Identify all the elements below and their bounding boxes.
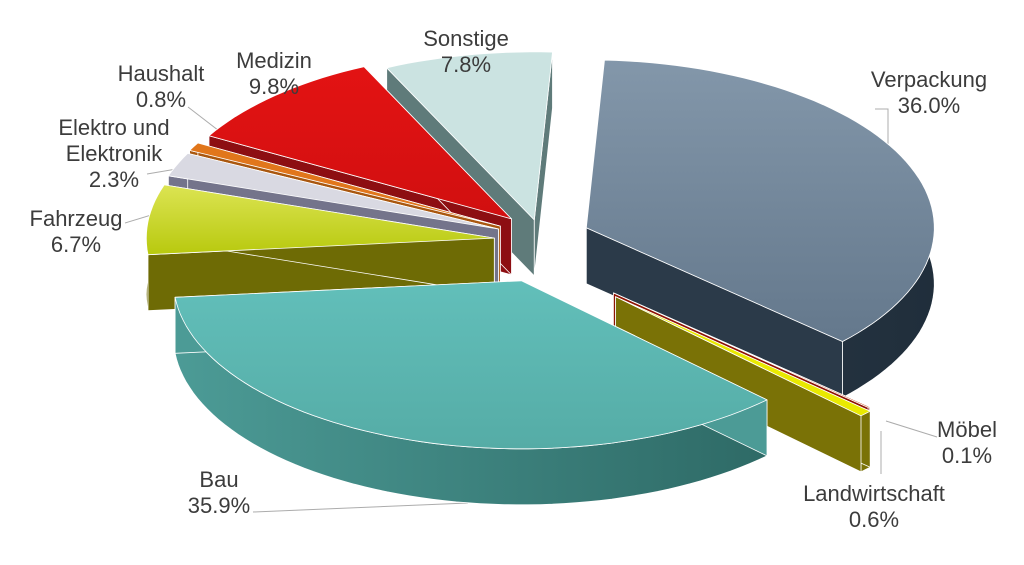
slice-verpackung-top-face — [585, 59, 935, 342]
slice-moebel-top-face — [613, 292, 870, 408]
slice-sonstige-top-face — [386, 51, 553, 221]
slice-haushalt-top-face — [189, 142, 501, 227]
slice-landwirtschaft — [615, 296, 871, 473]
slice-bau-top-face — [174, 280, 768, 450]
slice-bau — [174, 280, 768, 506]
leader-line-verpackung — [875, 108, 889, 145]
leader-line-bau — [252, 502, 469, 513]
slice-landwirtschaft-top-face — [615, 296, 871, 417]
slice-verpackung — [585, 59, 935, 398]
slice-fahrzeug-top-face — [145, 184, 495, 256]
slice-elektro-und-elektronik-top-face — [168, 153, 499, 230]
leader-line-moebel — [885, 420, 938, 438]
slice-medizin-top-face — [208, 66, 512, 220]
